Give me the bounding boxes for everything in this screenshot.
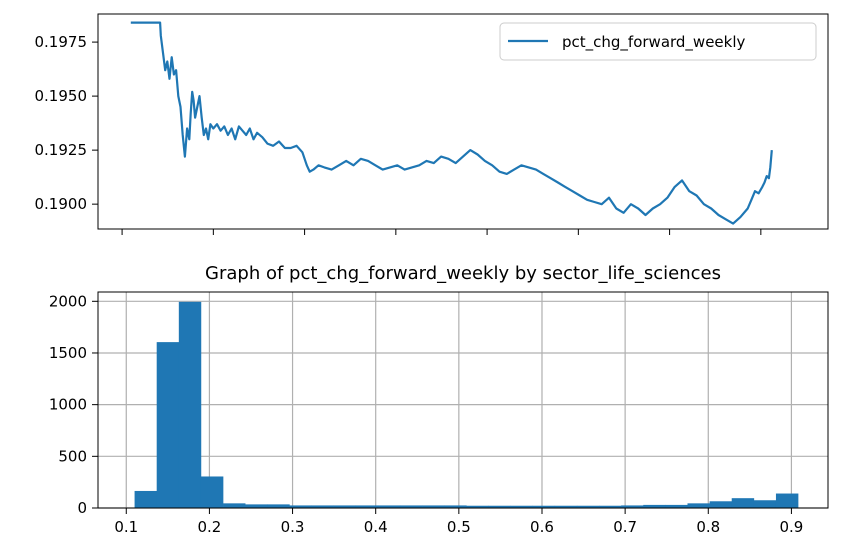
histogram-bar [753,500,777,508]
line-y-tick-label: 0.1900 [35,195,88,213]
histogram-x-tick-label: 0.7 [613,518,637,536]
histogram-bar [422,505,445,508]
histogram-x-tick-label: 0.2 [197,518,221,536]
histogram-y-tick-label: 0 [77,499,87,517]
series-line [130,21,773,225]
histogram-bar [621,505,644,508]
legend-box [499,22,817,61]
line-y-tick-label: 0.1925 [35,141,88,159]
histogram-bar [245,504,268,508]
histogram-grid [98,292,828,509]
histogram-bar [178,301,202,508]
histogram-title: Graph of pct_chg_forward_weekly by secto… [205,263,721,284]
histogram-bar [134,490,157,508]
line-y-axis: 0.1900 0.1925 0.1950 0.1975 [35,33,98,213]
histogram-bar [665,504,688,508]
histogram-bar [532,505,556,508]
line-legend: pct_chg_forward_weekly [499,22,817,61]
line-plot-area [130,21,773,225]
histogram-x-tick-label: 0.9 [779,518,803,536]
histogram-bar [333,505,357,508]
histogram-y-tick-label: 1500 [49,344,87,362]
line-x-axis [121,229,762,235]
histogram-x-tick-label: 0.3 [281,518,305,536]
histogram-bar [377,505,401,508]
histogram-bar [200,476,224,508]
histogram-y-tick-label: 2000 [49,292,87,310]
line-chart-panel: 0.1900 0.1925 0.1950 0.1975 pct_chg_forward… [35,13,829,235]
histogram-x-tick-label: 0.8 [696,518,720,536]
histogram-panel: Graph of pct_chg_forward_weekly by secto… [49,263,829,536]
histogram-bar [399,505,423,508]
histogram-bar [156,342,180,508]
histogram-y-tick-label: 500 [58,447,87,465]
line-axes-frame [97,13,829,230]
line-y-tick-label: 0.1975 [35,33,88,51]
histogram-bar [576,505,600,508]
histogram-x-axis: 0.1 0.2 0.3 0.4 0.5 0.6 0.7 0.8 0.9 [114,508,803,536]
histogram-bar [731,498,755,508]
histogram-bar [223,503,246,508]
histogram-bar [599,505,622,508]
histogram-axes-frame [97,291,829,509]
line-y-tick-label: 0.1950 [35,87,88,105]
histogram-bar [775,493,799,508]
histogram-bar [510,505,533,508]
histogram-bar [267,504,290,508]
histogram-bar [554,505,578,508]
histogram-x-tick-label: 0.4 [364,518,388,536]
histogram-bar [709,501,733,508]
histogram-x-tick-label: 0.6 [530,518,554,536]
histogram-bar [355,505,379,508]
histogram-bar [488,505,511,508]
histogram-bar [311,505,334,508]
histogram-bar [687,503,710,508]
histogram-bar [289,505,312,508]
histogram-bar [444,505,467,508]
histogram-x-tick-label: 0.5 [447,518,471,536]
legend-label: pct_chg_forward_weekly [562,33,746,52]
histogram-y-axis: 0 500 1000 1500 2000 [49,292,98,517]
histogram-bars [134,301,799,508]
histogram-x-tick-label: 0.1 [114,518,138,536]
histogram-bar [466,505,489,508]
histogram-y-tick-label: 1000 [49,396,87,414]
histogram-bar [643,504,666,508]
